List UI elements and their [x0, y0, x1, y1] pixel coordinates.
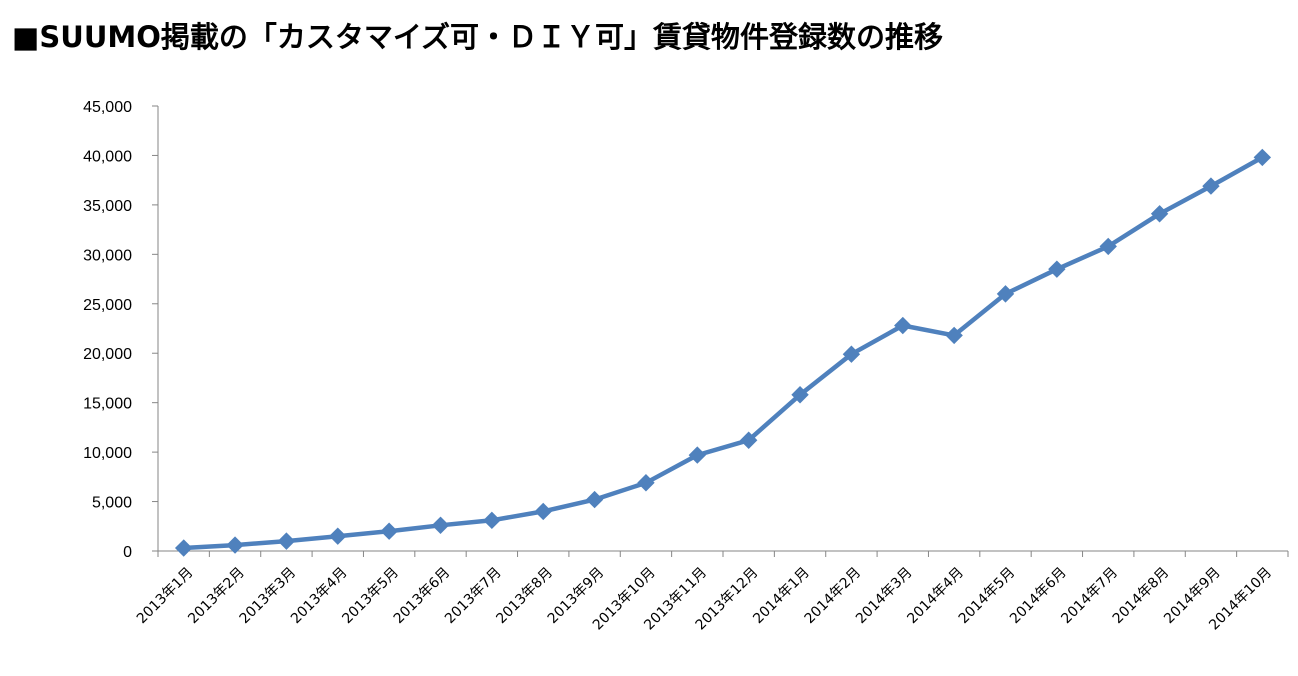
y-tick-label: 35,000 [83, 198, 132, 215]
y-tick-label: 25,000 [83, 297, 132, 314]
y-tick-label: 15,000 [83, 396, 132, 413]
data-point-marker [894, 316, 912, 335]
data-point-marker [637, 474, 655, 492]
y-tick-label: 30,000 [83, 247, 132, 264]
data-point-marker [380, 522, 398, 540]
axes [157, 106, 1288, 552]
y-tick-label: 0 [123, 544, 132, 561]
data-point-marker [534, 502, 552, 521]
data-point-marker [585, 490, 604, 509]
data-point-marker [791, 386, 809, 404]
data-point-marker [945, 326, 963, 345]
data-point-marker [1048, 260, 1066, 278]
data-point-marker [431, 516, 450, 534]
y-tick-label: 40,000 [83, 148, 132, 165]
data-point-marker [996, 285, 1015, 303]
data-point-marker [1150, 205, 1169, 223]
series-line [181, 155, 1265, 551]
data-point-marker [842, 345, 861, 363]
data-point-marker [1099, 237, 1117, 256]
y-tick-label: 5,000 [92, 495, 132, 512]
data-point-marker [1253, 148, 1272, 167]
data-point-marker [277, 532, 296, 550]
y-tick-label: 20,000 [83, 346, 132, 363]
y-axis-ticks: 0 5,000 10,000 15,000 20,000 25,000 30,000 35,0… [83, 99, 158, 561]
data-point-marker [1202, 177, 1220, 195]
data-point-marker [174, 539, 193, 557]
data-point-marker [226, 536, 244, 554]
data-point-marker [329, 527, 347, 545]
x-axis-ticks: 2013年1月2013年2月2013年3月2013年4月2013年5月2013年… [134, 551, 1289, 633]
series-layer [174, 148, 1272, 557]
chart-title: ■SUUMO掲載の「カスタマイズ可・ＤＩＹ可」賃貸物件登録数の推移 [12, 20, 944, 54]
data-point-marker [483, 511, 501, 530]
y-tick-label: 10,000 [83, 445, 132, 462]
y-tick-label: 45,000 [83, 99, 132, 116]
data-point-marker [739, 431, 758, 449]
data-point-marker [688, 446, 707, 464]
